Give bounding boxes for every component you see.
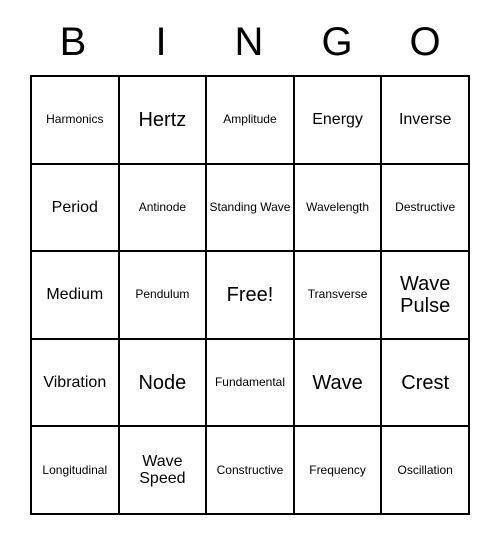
bingo-cell[interactable]: Transverse bbox=[294, 251, 382, 339]
bingo-cell[interactable]: Oscillation bbox=[381, 426, 469, 514]
bingo-cell[interactable]: Vibration bbox=[31, 339, 119, 427]
bingo-cell[interactable]: Wavelength bbox=[294, 164, 382, 252]
bingo-cell[interactable]: Fundamental bbox=[206, 339, 294, 427]
bingo-cell[interactable]: Crest bbox=[381, 339, 469, 427]
bingo-cell[interactable]: Period bbox=[31, 164, 119, 252]
header-letter-i: I bbox=[118, 20, 206, 65]
bingo-cell[interactable]: Free! bbox=[206, 251, 294, 339]
bingo-cell[interactable]: Pendulum bbox=[119, 251, 207, 339]
bingo-grid: HarmonicsHertzAmplitudeEnergyInverse Peri… bbox=[30, 75, 470, 515]
bingo-cell[interactable]: Wave Pulse bbox=[381, 251, 469, 339]
bingo-cell[interactable]: Energy bbox=[294, 76, 382, 164]
bingo-cell[interactable]: Wave Speed bbox=[119, 426, 207, 514]
bingo-header: B I N G O bbox=[30, 20, 470, 65]
bingo-cell[interactable]: Harmonics bbox=[31, 76, 119, 164]
bingo-cell[interactable]: Destructive bbox=[381, 164, 469, 252]
header-letter-g: G bbox=[294, 20, 382, 65]
bingo-cell[interactable]: Node bbox=[119, 339, 207, 427]
bingo-cell[interactable]: Medium bbox=[31, 251, 119, 339]
header-letter-o: O bbox=[382, 20, 470, 65]
bingo-cell[interactable]: Antinode bbox=[119, 164, 207, 252]
bingo-cell[interactable]: Constructive bbox=[206, 426, 294, 514]
bingo-cell[interactable]: Frequency bbox=[294, 426, 382, 514]
bingo-cell[interactable]: Wave bbox=[294, 339, 382, 427]
bingo-cell[interactable]: Hertz bbox=[119, 76, 207, 164]
bingo-cell[interactable]: Longitudinal bbox=[31, 426, 119, 514]
bingo-cell[interactable]: Inverse bbox=[381, 76, 469, 164]
header-letter-b: B bbox=[30, 20, 118, 65]
bingo-cell[interactable]: Standing Wave bbox=[206, 164, 294, 252]
header-letter-n: N bbox=[206, 20, 294, 65]
bingo-cell[interactable]: Amplitude bbox=[206, 76, 294, 164]
